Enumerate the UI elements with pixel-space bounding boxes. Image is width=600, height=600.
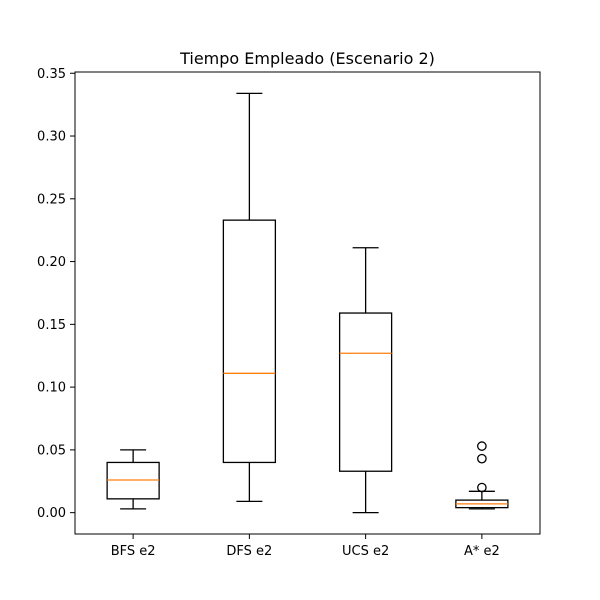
y-tick-label: 0.00 [37,506,66,521]
x-tick-label: DFS e2 [226,544,272,559]
axes-frame [74,71,541,535]
y-tick-label: 0.35 [37,67,66,82]
outlier-point [477,453,487,464]
box [338,312,393,472]
box-group [106,449,160,510]
chart-title: Tiempo Empleado (Escenario 2) [179,49,435,68]
box-group [222,92,277,503]
outlier-point [477,441,487,451]
box-group [338,247,393,514]
y-tick-label: 0.05 [37,443,66,458]
box-group [455,441,509,510]
x-tick-label: UCS e2 [342,544,389,559]
y-tick-label: 0.15 [37,318,66,333]
outlier-point [477,482,487,493]
box [222,219,277,464]
y-tick-label: 0.20 [37,255,66,270]
y-tick-label: 0.10 [37,381,66,396]
y-tick-label: 0.30 [37,130,66,145]
x-tick-label: A* e2 [464,544,500,559]
plot-area: 0.00 0.05 0.10 0.15 0.20 0.25 0.30 0.35 BFS e2 DF… [37,67,541,559]
y-tick-label: 0.25 [37,192,66,207]
x-tick-label: BFS e2 [111,544,156,559]
